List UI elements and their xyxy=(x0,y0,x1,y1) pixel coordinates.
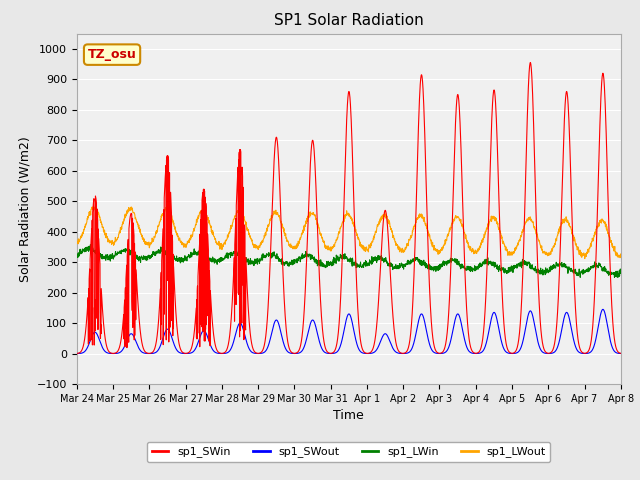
X-axis label: Time: Time xyxy=(333,409,364,422)
Y-axis label: Solar Radiation (W/m2): Solar Radiation (W/m2) xyxy=(18,136,31,282)
Text: TZ_osu: TZ_osu xyxy=(88,48,136,61)
Title: SP1 Solar Radiation: SP1 Solar Radiation xyxy=(274,13,424,28)
Legend: sp1_SWin, sp1_SWout, sp1_LWin, sp1_LWout: sp1_SWin, sp1_SWout, sp1_LWin, sp1_LWout xyxy=(147,442,550,462)
